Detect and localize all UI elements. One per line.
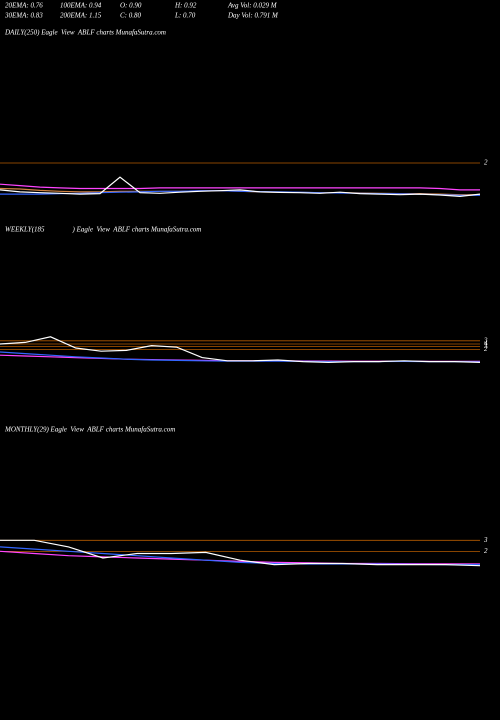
price-line: [0, 183, 480, 191]
y-tick-label: 2: [484, 159, 488, 167]
stat-label: Day Vol: 0.791 M: [227, 12, 279, 20]
stat-label: 200EMA: 1.15: [60, 12, 102, 20]
stat-label: C: 0.80: [120, 12, 142, 20]
panel-title: MONTHLY(29) Eagle View ABLF charts Munaf…: [4, 426, 175, 434]
panel-title: DAILY(250) Eagle View ABLF charts Munafa…: [4, 29, 166, 37]
stat-label: 100EMA: 0.94: [60, 2, 102, 10]
stat-label: L: 0.70: [174, 12, 196, 20]
y-tick-label: 3: [483, 336, 488, 344]
stat-label: 20EMA: 0.76: [5, 2, 43, 10]
stat-label: Avg Vol: 0.029 M: [227, 2, 278, 10]
stat-label: H: 0.92: [174, 2, 197, 10]
y-tick-label: 2: [484, 345, 488, 353]
stat-label: O: 0.90: [120, 2, 142, 10]
price-line: [0, 176, 481, 198]
y-tick-label: 3: [483, 536, 488, 544]
price-line: [0, 336, 481, 364]
price-line: [0, 190, 480, 196]
stat-label: 30EMA: 0.83: [4, 12, 43, 20]
price-line: [0, 539, 481, 567]
y-tick-label: 2: [484, 547, 488, 555]
panel-title: WEEKLY(185 ) Eagle View ABLF charts Muna…: [5, 226, 201, 234]
y-tick-label: 3: [483, 342, 488, 350]
y-tick-label: 4: [484, 340, 488, 348]
